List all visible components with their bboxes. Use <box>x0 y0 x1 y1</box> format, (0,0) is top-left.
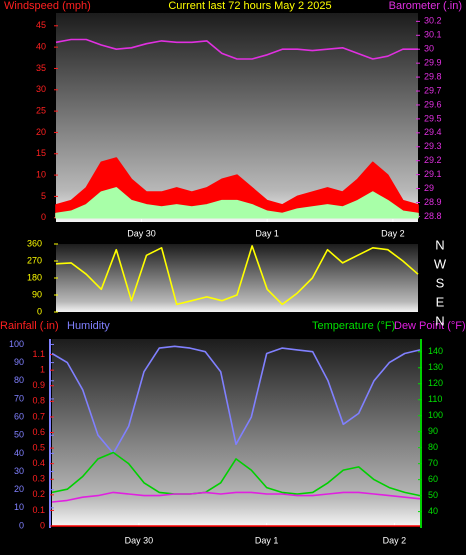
y3-tick-label: 0.7 <box>32 411 45 421</box>
y-tick-label: 25 <box>36 105 46 115</box>
y3-tick-label: 0.3 <box>32 474 45 484</box>
y2-tick-label: 28.9 <box>424 197 442 207</box>
plot-area <box>52 339 420 526</box>
plot-area <box>56 244 418 312</box>
y-tick-label: 360 <box>27 238 42 248</box>
y-tick-label: 80 <box>14 375 24 385</box>
y3-tick-label: 0.8 <box>32 396 45 406</box>
line <box>55 38 418 60</box>
y2-tick-label: 30.1 <box>424 30 442 40</box>
chart-title: Current last 72 hours May 2 2025 <box>168 0 331 12</box>
y-tick-label: 40 <box>14 448 24 458</box>
y2-tick-label: 29 <box>424 183 434 193</box>
x-tick-label: Day 2 <box>383 535 407 545</box>
y2-tick-label: 90 <box>428 426 438 436</box>
y-tick-label: 30 <box>36 84 46 94</box>
y2-tick-label: 29.3 <box>424 141 442 151</box>
x-tick-label: Day 2 <box>381 228 405 238</box>
y-tick-label: 5 <box>41 191 46 201</box>
y2-tick-label: 80 <box>428 442 438 452</box>
y2-tick-label: 29.1 <box>424 169 442 179</box>
y-tick-label: 30 <box>14 466 24 476</box>
y2-tick-label: 28.8 <box>424 211 442 221</box>
y2-tick-label: 29.6 <box>424 99 442 109</box>
y-tick-label: 70 <box>14 393 24 403</box>
y3-tick-label: 0.2 <box>32 489 45 499</box>
y3-tick-label: 0 <box>40 520 45 530</box>
y2-tick-label: N <box>435 237 444 252</box>
y-label: Humidity <box>67 320 110 332</box>
y-tick-label: 35 <box>36 63 46 73</box>
y3-tick-label: 1.1 <box>32 349 45 359</box>
y3-tick-label: 1 <box>40 365 45 375</box>
y-label: Windspeed (mph) <box>4 0 91 12</box>
y2-tick-label: 29.5 <box>424 113 442 123</box>
y-tick-label: 0 <box>41 212 46 222</box>
y2-tick-label: 30 <box>424 44 434 54</box>
y-tick-label: 20 <box>14 484 24 494</box>
y2-tick-label: 70 <box>428 458 438 468</box>
y2-tick-label: 60 <box>428 474 438 484</box>
y2-tick-label: 140 <box>428 346 443 356</box>
x-tick-label: Day 30 <box>127 228 156 238</box>
y-tick-label: 60 <box>14 411 24 421</box>
y-tick-label: 10 <box>14 502 24 512</box>
y3-tick-label: 0.9 <box>32 380 45 390</box>
y3-label: Rainfall (.in) <box>0 320 59 332</box>
line <box>51 491 421 503</box>
y-tick-label: 45 <box>36 20 46 30</box>
x-tick-label: Day 1 <box>255 228 279 238</box>
y2-tick-label: 110 <box>428 394 442 404</box>
y-tick-label: 20 <box>36 127 46 137</box>
y2-tick-label: 120 <box>428 378 443 388</box>
y2-tick-label: 29.2 <box>424 155 442 165</box>
y2-tick-label: 29.4 <box>424 127 442 137</box>
y2-tick-label: E <box>436 294 445 309</box>
y-tick-label: 0 <box>19 520 24 530</box>
y2-tick-label: W <box>434 256 447 271</box>
y3-tick-label: 0.1 <box>32 505 45 515</box>
y2-label: Temperature (°F) <box>312 320 395 332</box>
y2-label: Dew Point (°F) <box>394 320 466 332</box>
y2-label: Barometer (.in) <box>389 0 462 12</box>
y2-tick-label: 29.9 <box>424 58 442 68</box>
x-tick-label: Day 30 <box>125 535 154 545</box>
y-tick-label: 0 <box>37 306 42 316</box>
area <box>55 187 419 219</box>
y-tick-label: 180 <box>27 272 42 282</box>
y3-tick-label: 0.4 <box>32 458 45 468</box>
area <box>55 157 419 219</box>
y2-tick-label: 30.2 <box>424 16 442 26</box>
y-tick-label: 10 <box>36 169 46 179</box>
line <box>51 451 421 497</box>
y-tick-label: 270 <box>27 255 42 265</box>
y2-tick-label: 29.7 <box>424 85 442 95</box>
y2-tick-label: 29.8 <box>424 71 442 81</box>
y-tick-label: 40 <box>36 41 46 51</box>
y2-tick-label: 130 <box>428 362 443 372</box>
y2-tick-label: S <box>436 275 445 290</box>
y2-tick-label: N <box>435 313 444 328</box>
y-tick-label: 90 <box>14 357 24 367</box>
y2-tick-label: 50 <box>428 490 438 500</box>
y2-tick-label: 100 <box>428 410 443 420</box>
y-tick-label: 50 <box>14 430 24 440</box>
y3-tick-label: 0.5 <box>32 442 45 452</box>
y2-tick-label: 40 <box>428 506 438 516</box>
line <box>55 245 419 306</box>
y-tick-label: 100 <box>9 339 24 349</box>
y-tick-label: 90 <box>32 289 42 299</box>
x-tick-label: Day 1 <box>255 535 279 545</box>
y-tick-label: 15 <box>36 148 46 158</box>
y3-tick-label: 0.6 <box>32 427 45 437</box>
